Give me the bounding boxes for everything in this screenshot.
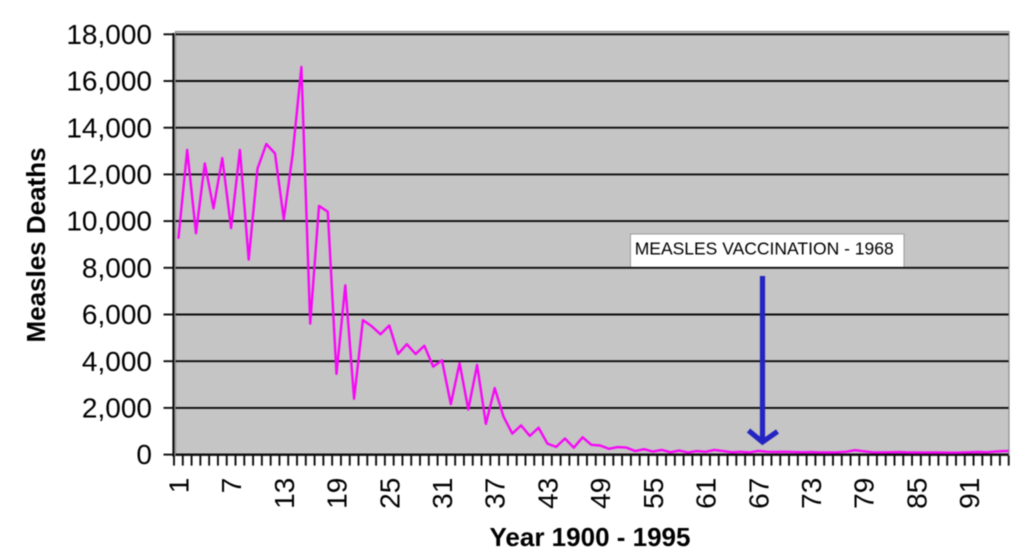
svg-text:Measles Deaths: Measles Deaths [21,147,51,342]
svg-text:19: 19 [322,478,353,509]
svg-text:10,000: 10,000 [66,206,152,237]
svg-text:13: 13 [269,478,300,509]
svg-text:67: 67 [743,478,774,509]
svg-text:91: 91 [954,478,985,509]
svg-text:6,000: 6,000 [82,299,152,330]
svg-text:14,000: 14,000 [66,112,152,143]
svg-text:18,000: 18,000 [66,19,152,50]
svg-text:16,000: 16,000 [66,66,152,97]
svg-text:7: 7 [216,478,247,494]
svg-text:31: 31 [427,478,458,509]
svg-text:Year 1900 - 1995: Year 1900 - 1995 [490,522,691,552]
svg-text:MEASLES VACCINATION - 1968: MEASLES VACCINATION - 1968 [635,238,894,258]
svg-text:79: 79 [849,478,880,509]
svg-text:49: 49 [585,478,616,509]
svg-text:12,000: 12,000 [66,159,152,190]
svg-text:1: 1 [163,478,194,494]
svg-text:37: 37 [480,478,511,509]
svg-text:73: 73 [796,478,827,509]
svg-text:55: 55 [638,478,669,509]
svg-text:61: 61 [691,478,722,509]
svg-text:0: 0 [136,439,152,470]
svg-text:8,000: 8,000 [82,252,152,283]
svg-text:43: 43 [532,478,563,509]
svg-text:85: 85 [901,478,932,509]
svg-text:25: 25 [374,478,405,509]
svg-text:4,000: 4,000 [82,346,152,377]
svg-text:2,000: 2,000 [82,393,152,424]
